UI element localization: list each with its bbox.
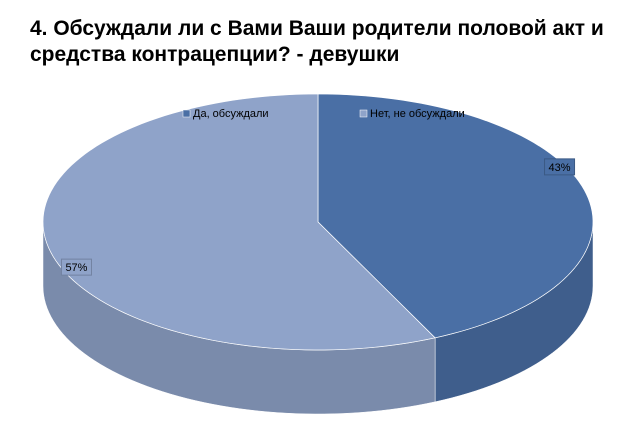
value-label: 57% <box>65 262 87 274</box>
legend-label: Нет, не обсуждали <box>370 108 465 120</box>
legend-swatch <box>359 109 368 118</box>
chart-title: 4. Обсуждали ли с Вами Ваши родители пол… <box>30 17 604 66</box>
value-label-box <box>544 158 576 176</box>
pie-slice <box>317 93 594 339</box>
value-label: 43% <box>549 162 571 174</box>
legend-label: Да, обсуждали <box>193 108 269 120</box>
pie-slice <box>42 93 436 351</box>
value-label-box <box>60 258 92 276</box>
legend-swatch <box>182 109 191 118</box>
